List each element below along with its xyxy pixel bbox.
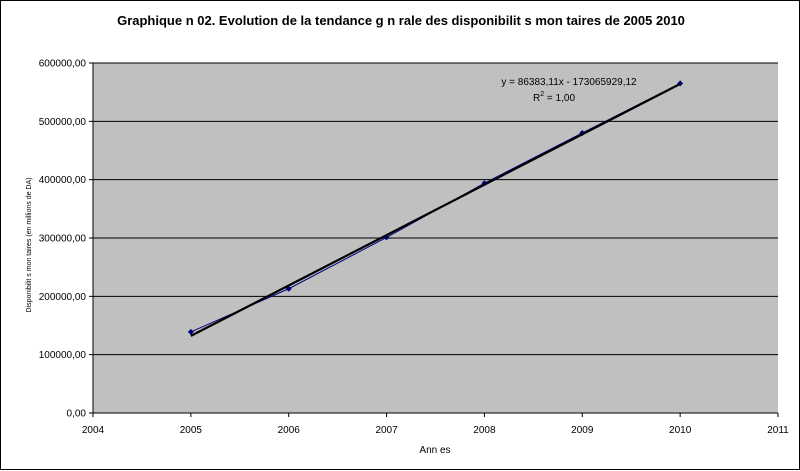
y-tick-label-3: 300000,00 [39, 234, 87, 245]
y-tick-label-0: 0,00 [67, 409, 87, 420]
trendline-equation: y = 86383,11x - 173065929,12 [501, 77, 637, 88]
y-tick-label-2: 200000,00 [39, 292, 87, 303]
y-tick-label-5: 500000,00 [39, 117, 87, 128]
grid-lines [93, 62, 778, 356]
data-point-2005 [187, 328, 194, 335]
x-tick-label-7: 2011 [767, 425, 789, 436]
chart-title: Graphique n 02. Evolution de la tendance… [117, 13, 685, 28]
x-tick-label-6: 2010 [669, 425, 692, 436]
y-tick-labels: 0,00 100000,00 200000,00 300000,00 400000,00… [39, 59, 93, 420]
x-tick-labels: 2004 2005 2006 2007 2008 2009 2010 2011 [82, 413, 789, 436]
trendline-layer [190, 82, 681, 337]
y-axis-label: Disponibilit s mon taires (en millions d… [26, 178, 33, 313]
r2-letter: R [533, 93, 540, 104]
x-tick-label-1: 2005 [180, 425, 203, 436]
x-tick-label-2: 2006 [278, 425, 301, 436]
x-tick-label-0: 2004 [82, 425, 105, 436]
y-tick-label-4: 400000,00 [39, 175, 87, 186]
trendline-r2: R2 = 1,00 [533, 91, 575, 104]
y-tick-label-1: 100000,00 [39, 350, 87, 361]
trendline [190, 82, 681, 337]
y-tick-label-6: 600000,00 [39, 59, 87, 70]
x-tick-label-4: 2008 [473, 425, 496, 436]
x-axis-label: Ann es [419, 445, 450, 456]
x-tick-label-5: 2009 [571, 425, 594, 436]
x-tick-label-3: 2007 [375, 425, 398, 436]
r2-superscript: 2 [540, 91, 544, 98]
r2-value: = 1,00 [544, 93, 575, 104]
